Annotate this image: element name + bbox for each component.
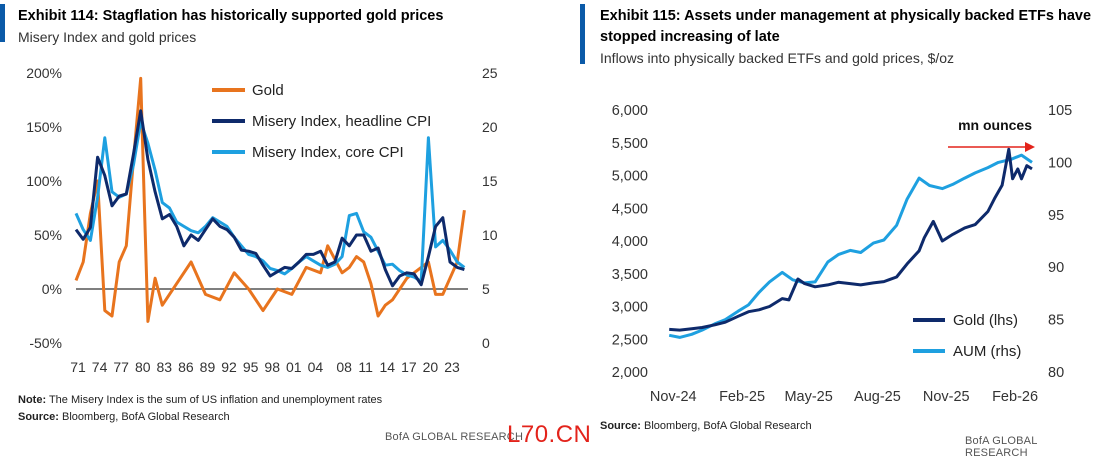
- chart-note: Note: The Misery Index is the sum of US …: [18, 394, 383, 406]
- x-tick-label: 71: [70, 359, 86, 375]
- publisher-credit: BofA GLOBAL RESEARCH: [965, 435, 1038, 459]
- chart-subtitle: Misery Index and gold prices: [18, 29, 197, 45]
- x-tick-label: 23: [444, 359, 460, 375]
- x-tick-label: Feb-26: [992, 389, 1038, 405]
- legend-label: Misery Index, headline CPI: [252, 113, 431, 130]
- y-right-tick-label: 5: [482, 281, 490, 297]
- y-right-tick-label: 0: [482, 335, 490, 351]
- y-right-tick-label: 80: [1048, 365, 1064, 381]
- x-tick-label: 92: [221, 359, 237, 375]
- x-tick-label: 20: [423, 359, 439, 375]
- x-tick-label: Aug-25: [854, 389, 901, 405]
- annotation-arrow-head: [1025, 142, 1035, 152]
- y-left-tick-label: 200%: [26, 65, 62, 81]
- y-right-tick-label: 100: [1048, 155, 1072, 171]
- series-line-aum-rhs-: [668, 153, 1033, 339]
- y-right-tick-label: 90: [1048, 260, 1064, 276]
- y-right-tick-label: 15: [482, 173, 498, 189]
- y-left-tick-label: 2,500: [612, 332, 648, 348]
- chart-title-line2: stopped increasing of late: [600, 29, 780, 45]
- y-left-tick-label: 50%: [34, 227, 62, 243]
- x-tick-label: Nov-25: [923, 389, 970, 405]
- x-tick-label: 01: [286, 359, 302, 375]
- y-left-tick-label: 3,000: [612, 300, 648, 316]
- chart-subtitle: Inflows into physically backed ETFs and …: [600, 50, 955, 66]
- y-right-tick-label: 85: [1048, 313, 1064, 329]
- misery-gold-chart: 200% 150% 100% 50% 0% -50% 25 20 15 10 5 0 71 74 77 80 8…: [26, 65, 498, 375]
- annotation-label: mn ounces: [958, 117, 1032, 133]
- x-tick-label: 14: [379, 359, 395, 375]
- y-right-tick-label: 105: [1048, 103, 1072, 119]
- chart-title-line1: Exhibit 115: Assets under management at …: [600, 8, 1092, 24]
- x-tick-label: 77: [113, 359, 129, 375]
- y-right-tick-label: 20: [482, 119, 498, 135]
- y-right-tick-label: 95: [1048, 208, 1064, 224]
- legend-label: Gold: [252, 82, 284, 99]
- x-tick-label: 11: [358, 359, 373, 375]
- x-tick-label: 08: [336, 359, 352, 375]
- y-left-tick-label: -50%: [29, 335, 62, 351]
- x-tick-label: 80: [135, 359, 151, 375]
- title-accent-bar: [0, 4, 5, 42]
- left-exhibit: Exhibit 114: Stagflation has historicall…: [0, 0, 540, 454]
- legend-label: AUM (rhs): [953, 343, 1021, 360]
- chart-source: Source: Bloomberg, BofA Global Research: [18, 411, 230, 423]
- etf-gold-chart: 6,000 5,500 5,000 4,500 4,000 3,500 3,000 2,500…: [612, 103, 1073, 405]
- x-tick-label: 98: [264, 359, 280, 375]
- y-left-tick-label: 150%: [26, 119, 62, 135]
- watermark: L70.CN: [507, 421, 592, 448]
- y-left-tick-label: 6,000: [612, 103, 648, 119]
- y-right-tick-label: 25: [482, 65, 498, 81]
- x-tick-label: 89: [200, 359, 216, 375]
- y-left-tick-label: 2,000: [612, 365, 648, 381]
- x-tick-label: May-25: [784, 389, 832, 405]
- y-left-tick-label: 5,500: [612, 136, 648, 152]
- x-tick-label: 74: [92, 359, 108, 375]
- right-exhibit: Exhibit 115: Assets under management at …: [580, 0, 1103, 459]
- title-accent-bar: [580, 4, 585, 64]
- y-left-tick-label: 4,500: [612, 201, 648, 217]
- series-line-gold-lhs-: [669, 147, 1033, 332]
- chart-title: Exhibit 114: Stagflation has historicall…: [18, 8, 444, 24]
- y-left-tick-label: 3,500: [612, 267, 648, 283]
- chart-source: Source: Bloomberg, BofA Global Research: [600, 420, 812, 432]
- x-tick-label: 95: [243, 359, 259, 375]
- x-tick-label: 86: [178, 359, 194, 375]
- legend-label: Misery Index, core CPI: [252, 144, 404, 161]
- x-tick-label: 83: [157, 359, 173, 375]
- legend-label: Gold (lhs): [953, 312, 1018, 329]
- y-left-tick-label: 4,000: [612, 234, 648, 250]
- y-left-tick-label: 100%: [26, 173, 62, 189]
- y-right-tick-label: 10: [482, 227, 498, 243]
- y-left-tick-label: 0%: [42, 281, 62, 297]
- x-tick-label: 04: [308, 359, 324, 375]
- y-left-tick-label: 5,000: [612, 169, 648, 185]
- x-tick-label: Nov-24: [650, 389, 697, 405]
- x-tick-label: Feb-25: [719, 389, 765, 405]
- series-line-misery-index-core-cpi: [74, 120, 466, 283]
- x-tick-label: 17: [401, 359, 417, 375]
- publisher-credit: BofA GLOBAL RESEARCH: [385, 431, 524, 443]
- series-line-misery-index-headline-cpi: [74, 109, 465, 288]
